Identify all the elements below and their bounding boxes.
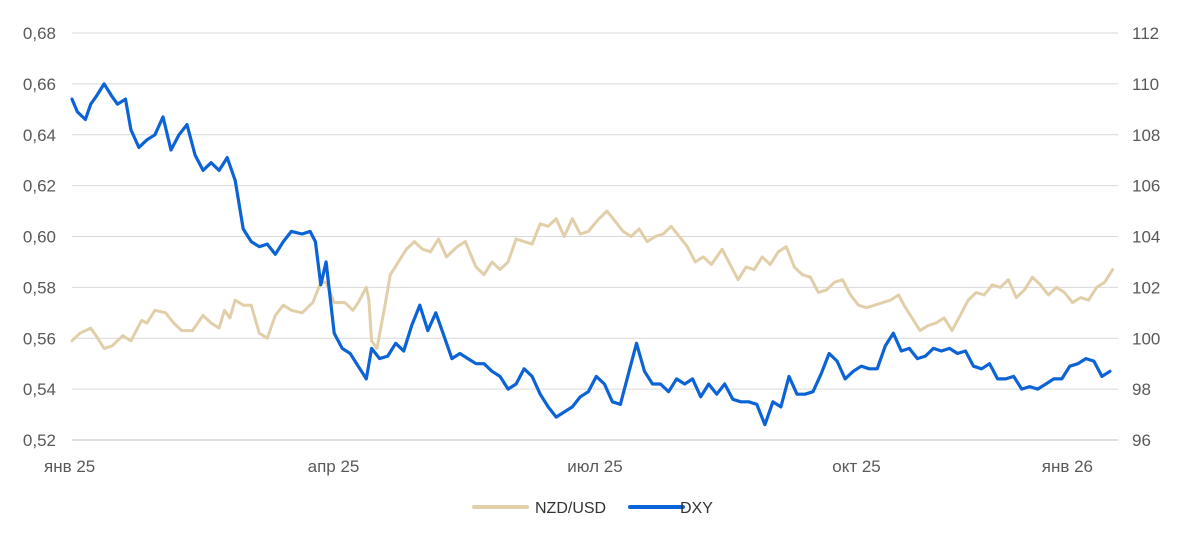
y-left-tick-label: 0,66 [23, 75, 56, 94]
series-line-nzd-usd [70, 209, 1115, 350]
y-right-tick-label: 106 [1132, 177, 1160, 196]
left-axis-ticks: 0,52 0,54 0,56 0,58 0,60 0,62 0,64 0,66 0,68 [23, 24, 56, 450]
y-right-tick-label: 100 [1132, 329, 1160, 348]
legend-label: NZD/USD [535, 500, 606, 517]
right-axis-ticks: 96 98 100 102 104 106 108 110 112 [1132, 24, 1160, 450]
y-left-tick-label: 0,64 [23, 126, 56, 145]
y-left-tick-label: 0,56 [23, 329, 56, 348]
y-left-tick-label: 0,68 [23, 24, 56, 43]
y-left-tick-label: 0,54 [23, 380, 56, 399]
legend: NZD/USD DXY [472, 500, 713, 517]
y-left-tick-label: 0,62 [23, 177, 56, 196]
y-right-tick-label: 102 [1132, 278, 1160, 297]
x-tick-label: янв 25 [44, 457, 95, 476]
x-tick-label: янв 26 [1042, 457, 1093, 476]
y-right-tick-label: 104 [1132, 228, 1160, 247]
y-left-tick-label: 0,52 [23, 431, 56, 450]
x-tick-label: апр 25 [308, 457, 360, 476]
y-right-tick-label: 96 [1132, 431, 1151, 450]
y-left-tick-label: 0,60 [23, 228, 56, 247]
series-lines [70, 82, 1115, 427]
legend-label: DXY [680, 500, 713, 517]
y-right-tick-label: 112 [1132, 24, 1159, 43]
x-tick-label: июл 25 [567, 457, 622, 476]
y-right-tick-label: 98 [1132, 380, 1151, 399]
y-right-tick-label: 110 [1132, 75, 1159, 94]
y-left-tick-label: 0,58 [23, 278, 56, 297]
x-axis-ticks: янв 25 апр 25 июл 25 окт 25 янв 26 [44, 457, 1093, 476]
series-line-dxy [70, 82, 1112, 427]
x-tick-label: окт 25 [832, 457, 881, 476]
y-right-tick-label: 108 [1132, 126, 1160, 145]
